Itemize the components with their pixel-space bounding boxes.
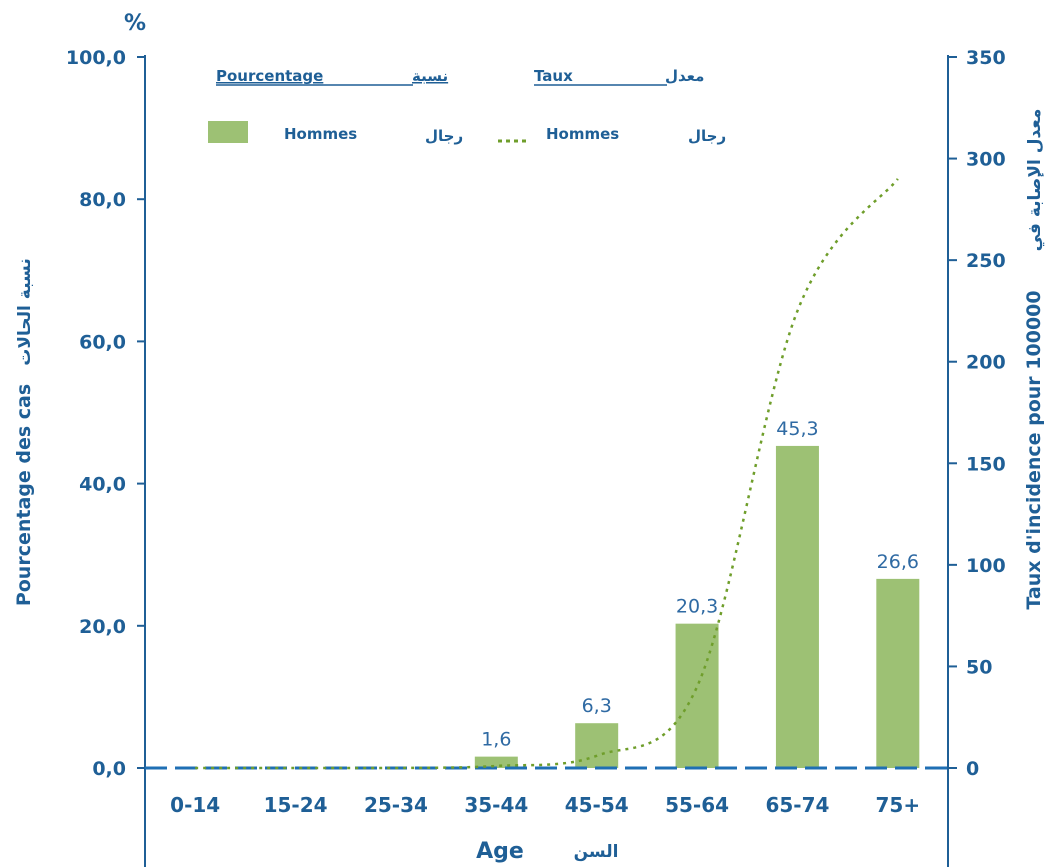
right-tick-label: 350 — [966, 47, 1006, 69]
right-tick-label: 100 — [966, 555, 1006, 577]
rate-line-hommes — [195, 178, 899, 770]
right-tick-label: 250 — [966, 250, 1006, 272]
left-tick-label: 40,0 — [79, 474, 126, 496]
legend-line-label-ar: رجال — [688, 127, 726, 145]
right-tick-label: 0 — [966, 758, 979, 780]
bar-35-44 — [474, 756, 518, 768]
x-axis-label-ar: السن — [574, 842, 619, 862]
legend: Pourcentage نسبة Taux معدل Hommes رجال H… — [208, 67, 726, 145]
legend-bar-label: Hommes — [284, 125, 357, 143]
right-axis-label: Taux d'incidence pour 100000 — [1023, 290, 1045, 609]
bar-55-64 — [675, 623, 719, 768]
bar-labels-group: 1,6 6,3 20,3 45,3 26,6 — [481, 418, 919, 751]
left-tick-label: 0,0 — [92, 758, 126, 780]
x-tick-label: 65-74 — [765, 793, 829, 817]
left-axis-label-ar: نسبة الحالات — [15, 258, 35, 365]
right-axis-ticks: 0 50 100 150 200 250 300 350 — [948, 47, 1006, 780]
right-tick-label: 50 — [966, 656, 992, 678]
legend-line-heading-ar: معدل — [665, 67, 704, 85]
right-axis-label-ar: معدل الإصابة في — [1025, 109, 1045, 252]
left-axis-label: Pourcentage des cas — [13, 384, 35, 606]
legend-bar-heading: Pourcentage — [216, 67, 323, 85]
bar-value-label: 45,3 — [776, 418, 818, 440]
left-axis-unit: % — [124, 11, 146, 36]
bar-65-74 — [775, 445, 819, 768]
left-tick-label: 20,0 — [79, 616, 126, 638]
right-tick-label: 200 — [966, 352, 1006, 374]
x-tick-label: 75+ — [876, 793, 921, 817]
bar-45-54 — [575, 723, 619, 768]
bar-value-label: 6,3 — [582, 695, 612, 717]
right-tick-label: 150 — [966, 453, 1006, 475]
legend-bar-label-ar: رجال — [425, 127, 463, 145]
x-tick-label: 45-54 — [565, 793, 629, 817]
left-tick-label: 60,0 — [79, 331, 126, 353]
legend-line-heading: Taux — [534, 67, 573, 85]
bar-value-label: 20,3 — [676, 596, 718, 618]
left-tick-label: 100,0 — [66, 47, 126, 69]
left-tick-label: 80,0 — [79, 189, 126, 211]
bar-75+ — [876, 578, 920, 768]
x-axis-tick-labels: 0-14 15-24 25-34 35-44 45-54 55-64 65-74 75+ — [170, 793, 920, 817]
bar-value-label: 26,6 — [877, 551, 919, 573]
x-tick-label: 15-24 — [264, 793, 328, 817]
bar-value-label: 1,6 — [481, 729, 511, 751]
x-tick-label: 25-34 — [364, 793, 428, 817]
right-tick-label: 300 — [966, 149, 1006, 171]
legend-line-label: Hommes — [546, 125, 619, 143]
x-tick-label: 35-44 — [464, 793, 528, 817]
x-tick-label: 0-14 — [170, 793, 220, 817]
bars-group — [474, 445, 920, 768]
left-axis-ticks: 0,0 20,0 40,0 60,0 80,0 100,0 — [66, 47, 145, 780]
x-axis-label: Age — [476, 839, 524, 864]
legend-bar-heading-ar: نسبة — [412, 67, 448, 85]
x-tick-label: 55-64 — [665, 793, 729, 817]
legend-bar-swatch — [208, 121, 248, 143]
